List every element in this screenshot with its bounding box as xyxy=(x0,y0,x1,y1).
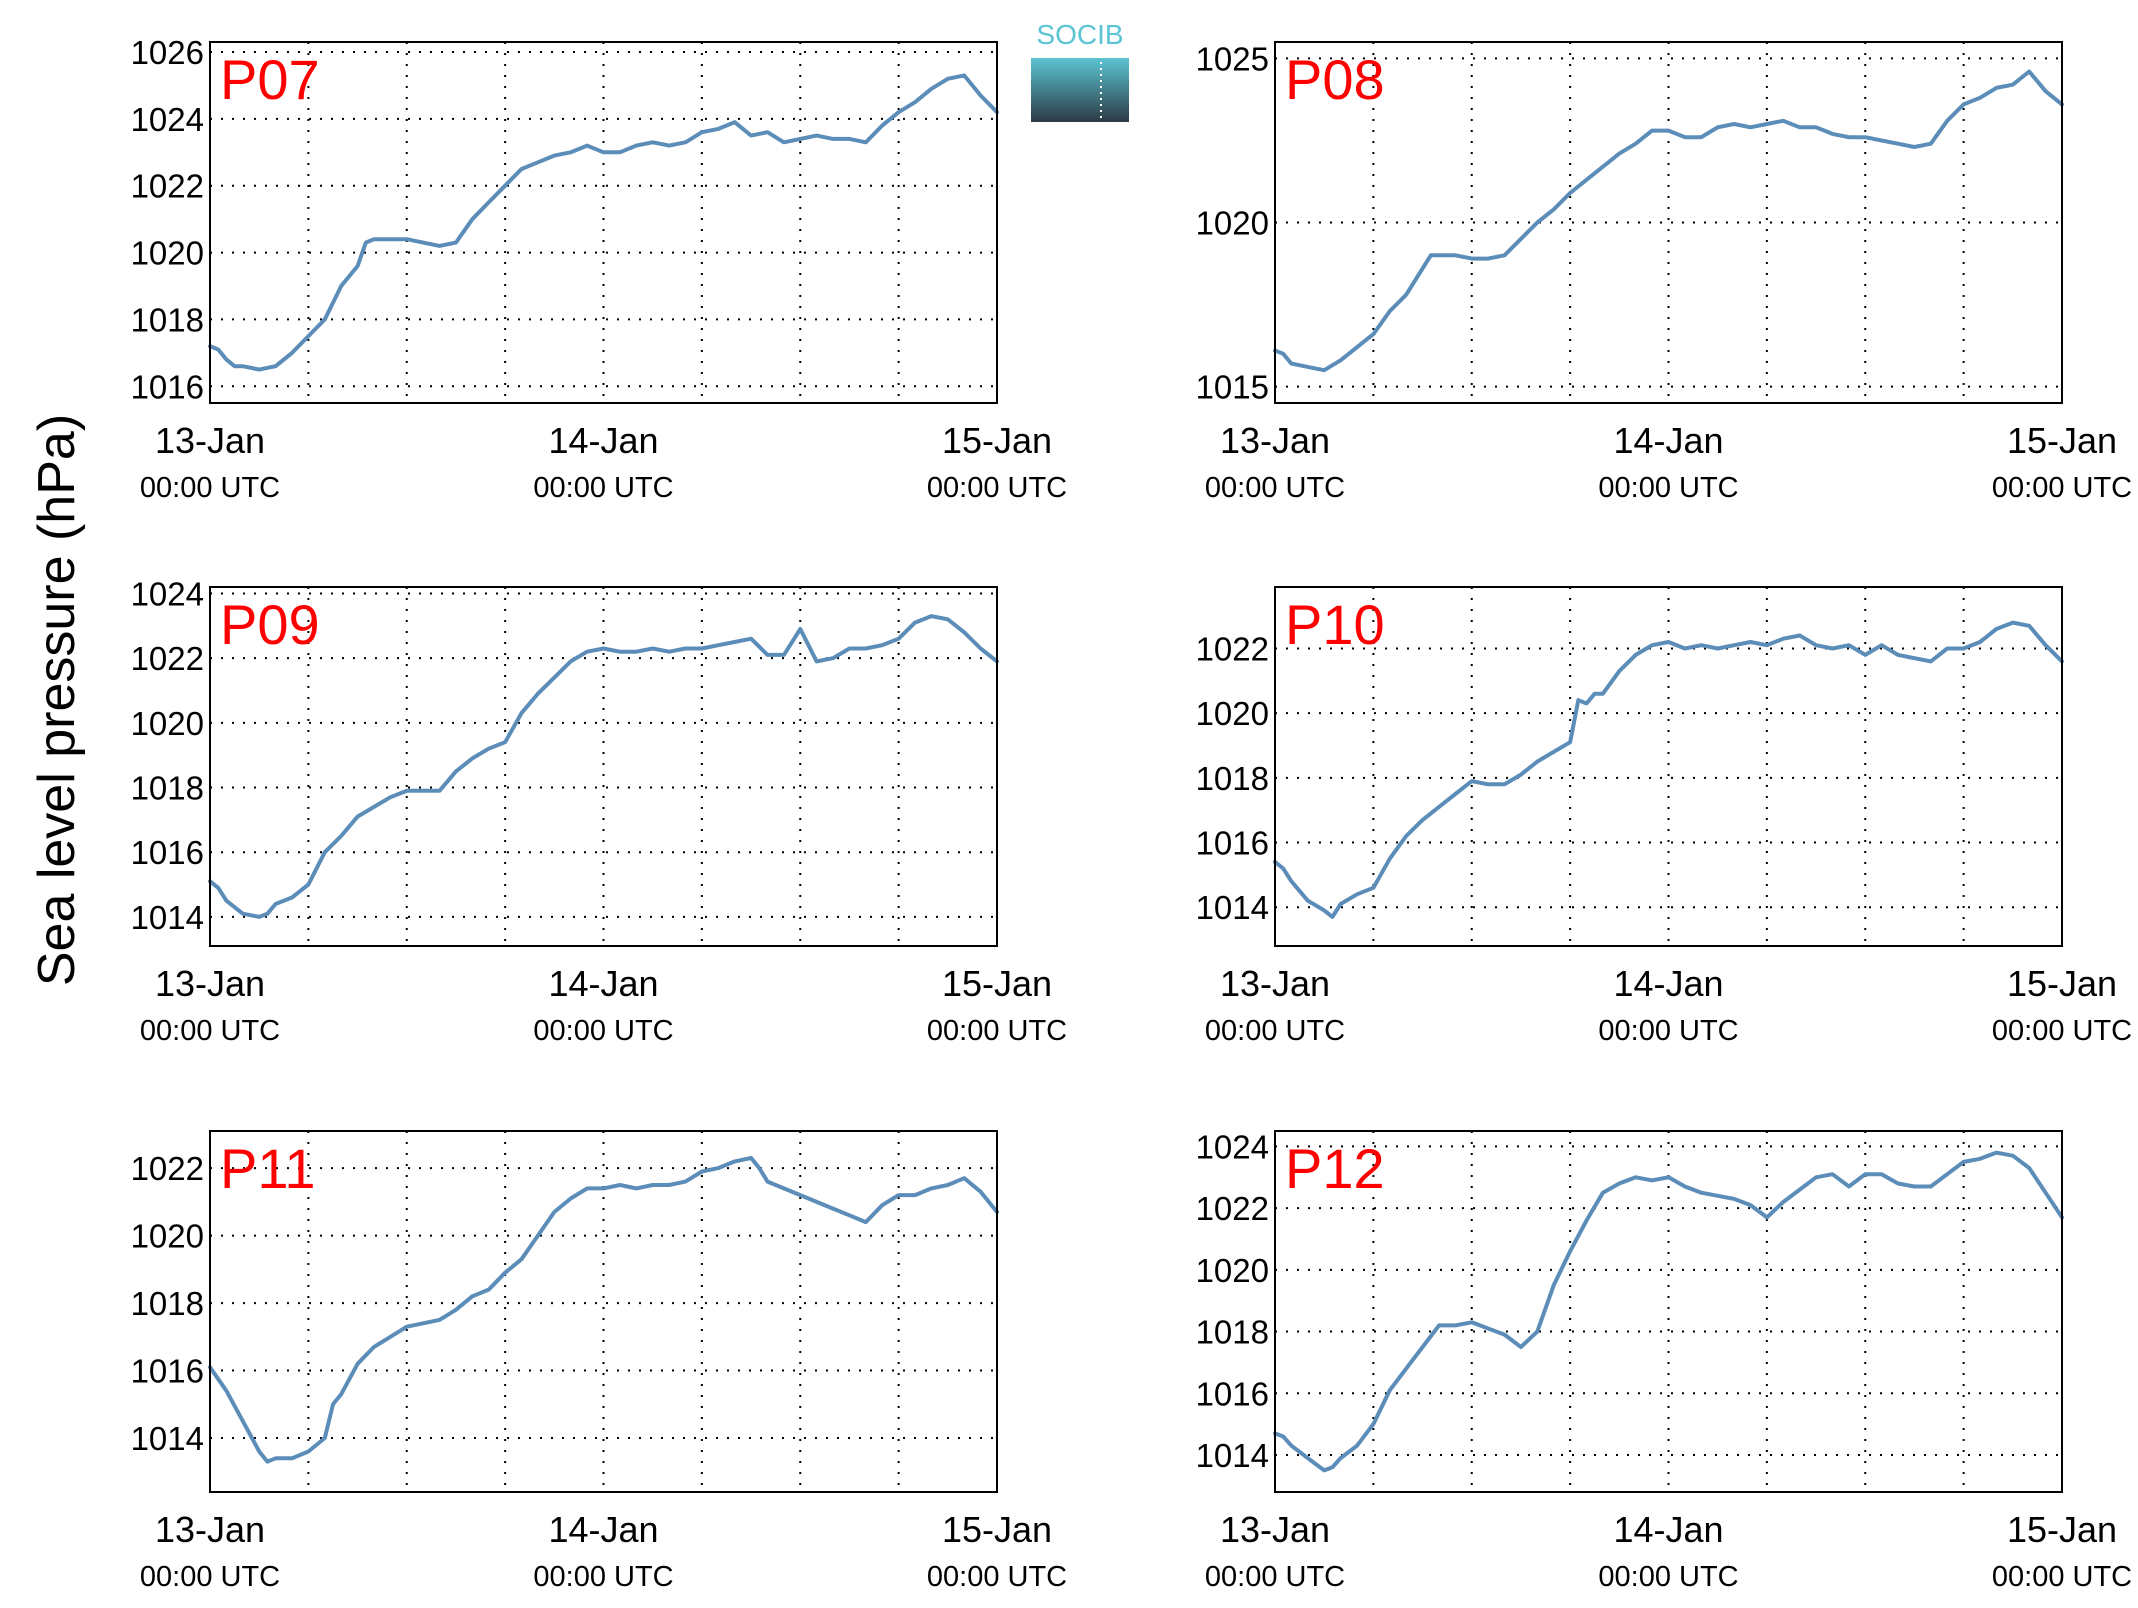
x-tick-label: 14-Jan xyxy=(548,420,658,461)
y-tick-label: 1014 xyxy=(131,899,204,936)
y-tick-label: 1014 xyxy=(1196,889,1269,926)
panel-p07: 1016 1018 1020 1022 1024 1026 13-Jan 00:00 UTC 1… xyxy=(131,34,1068,504)
x-tick-sublabel: 00:00 UTC xyxy=(140,1015,280,1047)
x-tick-sublabel: 00:00 UTC xyxy=(1598,472,1738,504)
x-tick-label: 14-Jan xyxy=(1613,420,1723,461)
axes-box xyxy=(209,586,998,947)
x-tick-sublabel: 00:00 UTC xyxy=(927,1015,1067,1047)
series-line-p11 xyxy=(208,1156,999,1464)
series-line-p08 xyxy=(1273,69,2064,373)
x-tick-label: 15-Jan xyxy=(2007,420,2117,461)
y-axis-title: Sea level pressure (hPa) xyxy=(28,414,86,986)
y-tick-label: 1018 xyxy=(131,301,204,338)
x-tick-label: 15-Jan xyxy=(942,963,1052,1004)
logo-mark xyxy=(1031,58,1129,122)
y-tick-label: 1016 xyxy=(1196,1375,1269,1412)
x-tick-label: 15-Jan xyxy=(942,1509,1052,1550)
y-tick-label: 1018 xyxy=(1196,760,1269,797)
x-tick-label: 14-Jan xyxy=(1613,963,1723,1004)
y-tick-label: 1016 xyxy=(131,368,204,405)
x-tick-label: 15-Jan xyxy=(942,420,1052,461)
x-tick-sublabel: 00:00 UTC xyxy=(1598,1015,1738,1047)
y-tick-label: 1022 xyxy=(131,640,204,677)
panel-label: P10 xyxy=(1285,593,1385,656)
x-tick-label: 14-Jan xyxy=(1613,1509,1723,1550)
y-tick-label: 1022 xyxy=(1196,1190,1269,1227)
y-tick-label: 1022 xyxy=(1196,630,1269,667)
axes-box xyxy=(209,41,998,404)
x-tick-sublabel: 00:00 UTC xyxy=(1992,1015,2132,1047)
y-tick-label: 1018 xyxy=(131,770,204,807)
y-tick-label: 1026 xyxy=(131,34,204,71)
panel-p12: 1014 1016 1018 1020 1022 1024 13-Jan 00:00 UTC 1… xyxy=(1196,1128,2133,1593)
y-tick-label: 1024 xyxy=(1196,1128,1269,1165)
y-tick-label: 1022 xyxy=(131,168,204,205)
x-tick-label: 13-Jan xyxy=(155,420,265,461)
panel-p10: 1014 1016 1018 1020 1022 13-Jan 00:00 UTC 14-Ja… xyxy=(1196,586,2132,1047)
panel-label: P07 xyxy=(220,48,320,111)
panel-label: P11 xyxy=(220,1137,315,1200)
x-tick-label: 15-Jan xyxy=(2007,1509,2117,1550)
y-tick-label: 1020 xyxy=(131,705,204,742)
series-line-p07 xyxy=(208,73,999,372)
y-tick-label: 1014 xyxy=(1196,1437,1269,1474)
series-line-p12 xyxy=(1273,1150,2064,1473)
y-tick-label: 1025 xyxy=(1196,40,1269,77)
y-tick-label: 1016 xyxy=(131,1353,204,1390)
x-tick-sublabel: 00:00 UTC xyxy=(1205,1015,1345,1047)
panel-p09: 1014 1016 1018 1020 1022 1024 13-Jan 00:00 UTC 1… xyxy=(131,575,1068,1047)
x-tick-label: 15-Jan xyxy=(2007,963,2117,1004)
x-tick-sublabel: 00:00 UTC xyxy=(533,472,673,504)
panel-p08: 1015 1020 1025 13-Jan 00:00 UTC 14-Jan 00:00 U… xyxy=(1196,40,2133,504)
x-tick-sublabel: 00:00 UTC xyxy=(1205,1561,1345,1593)
y-tick-label: 1024 xyxy=(131,101,204,138)
x-tick-label: 13-Jan xyxy=(155,963,265,1004)
x-tick-sublabel: 00:00 UTC xyxy=(533,1561,673,1593)
axes-box xyxy=(209,1130,998,1493)
x-tick-sublabel: 00:00 UTC xyxy=(1992,1561,2132,1593)
axes-box xyxy=(1274,41,2063,404)
y-tick-label: 1018 xyxy=(131,1285,204,1322)
panel-label: P09 xyxy=(220,593,320,656)
x-tick-sublabel: 00:00 UTC xyxy=(1992,472,2132,504)
x-tick-sublabel: 00:00 UTC xyxy=(533,1015,673,1047)
y-tick-label: 1024 xyxy=(131,575,204,612)
x-tick-label: 13-Jan xyxy=(1220,420,1330,461)
panel-p11: 1014 1016 1018 1020 1022 13-Jan 00:00 UTC 14-Ja… xyxy=(131,1130,1067,1593)
series-line-p09 xyxy=(208,614,999,919)
y-tick-label: 1020 xyxy=(1196,1252,1269,1289)
socib-logo: SOCIB xyxy=(1031,19,1129,122)
x-tick-sublabel: 00:00 UTC xyxy=(927,472,1067,504)
y-tick-label: 1020 xyxy=(1196,205,1269,242)
y-tick-label: 1018 xyxy=(1196,1314,1269,1351)
y-tick-label: 1020 xyxy=(131,235,204,272)
logo-text: SOCIB xyxy=(1036,19,1123,50)
x-tick-label: 13-Jan xyxy=(155,1509,265,1550)
panel-label: P12 xyxy=(1285,1137,1385,1200)
panel-label: P08 xyxy=(1285,48,1385,111)
y-tick-label: 1016 xyxy=(131,834,204,871)
y-tick-label: 1020 xyxy=(1196,695,1269,732)
y-tick-label: 1016 xyxy=(1196,825,1269,862)
x-tick-label: 14-Jan xyxy=(548,963,658,1004)
y-tick-label: 1020 xyxy=(131,1218,204,1255)
x-tick-label: 13-Jan xyxy=(1220,1509,1330,1550)
y-tick-label: 1022 xyxy=(131,1150,204,1187)
x-tick-sublabel: 00:00 UTC xyxy=(140,472,280,504)
y-tick-label: 1014 xyxy=(131,1420,204,1457)
x-tick-sublabel: 00:00 UTC xyxy=(1205,472,1345,504)
y-tick-label: 1015 xyxy=(1196,369,1269,406)
x-tick-sublabel: 00:00 UTC xyxy=(140,1561,280,1593)
series-line-p10 xyxy=(1273,620,2064,919)
x-tick-sublabel: 00:00 UTC xyxy=(1598,1561,1738,1593)
x-tick-label: 14-Jan xyxy=(548,1509,658,1550)
axes-box xyxy=(1274,586,2063,947)
axes-box xyxy=(1274,1130,2063,1493)
x-tick-label: 13-Jan xyxy=(1220,963,1330,1004)
x-tick-sublabel: 00:00 UTC xyxy=(927,1561,1067,1593)
